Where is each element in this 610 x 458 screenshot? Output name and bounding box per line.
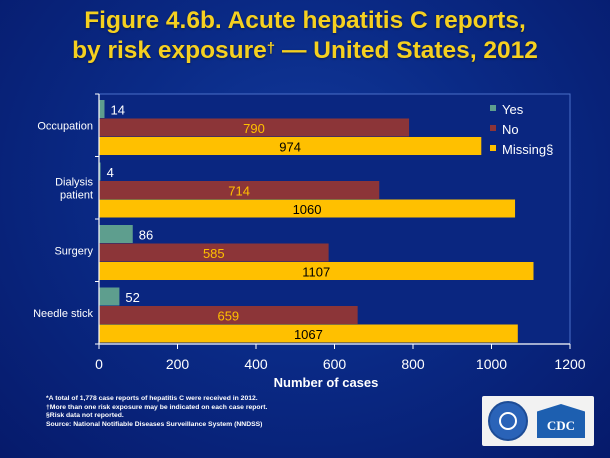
data-label: 52 <box>125 290 139 305</box>
footnote-source: Source: National Notifiable Diseases Sur… <box>46 420 263 428</box>
bar-missing <box>99 137 482 155</box>
bar-no <box>99 181 380 199</box>
y-category-label: Needle stick <box>33 308 93 320</box>
data-label: 585 <box>203 246 225 261</box>
data-label: 714 <box>228 183 250 198</box>
y-category-label: Occupation <box>37 120 93 132</box>
data-label: 659 <box>217 308 239 323</box>
bar-no <box>99 243 329 262</box>
data-label: 86 <box>139 227 153 242</box>
bar-yes <box>99 162 101 181</box>
legend-swatch <box>490 125 496 131</box>
legend-label: No <box>502 122 519 137</box>
x-axis-title: Number of cases <box>274 375 379 390</box>
x-tick-label: 600 <box>323 356 347 372</box>
title-line-1: Figure 4.6b. Acute hepatitis C reports, <box>84 7 526 34</box>
bar-missing <box>99 324 518 343</box>
legend-label: Missing§ <box>502 142 553 157</box>
data-label: 4 <box>107 165 114 180</box>
bar-no <box>99 118 410 137</box>
data-label: 1067 <box>294 327 323 342</box>
x-tick-label: 1200 <box>554 356 585 372</box>
x-tick-label: 1000 <box>476 356 507 372</box>
x-tick-label: 0 <box>95 356 103 372</box>
legend-label: Yes <box>502 102 524 117</box>
data-label: 974 <box>279 139 301 154</box>
footnote-3: §Risk data not reported. <box>46 412 124 420</box>
footnote-1: *A total of 1,778 case reports of hepati… <box>46 395 258 402</box>
legend-swatch <box>490 145 496 151</box>
x-tick-label: 800 <box>401 356 425 372</box>
cdc-logo-text: CDC <box>546 418 576 433</box>
title-line-2-a: by risk exposure <box>72 37 267 64</box>
legend-swatch <box>490 105 496 111</box>
y-category-label: Surgery <box>54 245 93 257</box>
bar-missing <box>99 262 534 280</box>
hhs-seal-logo <box>488 401 528 441</box>
title-line-2-b: — United States, 2012 <box>275 37 538 64</box>
bar-yes <box>99 100 105 118</box>
title-line-2: by risk exposure† — United States, 2012 <box>0 36 610 66</box>
chart-title: Figure 4.6b. Acute hepatitis C reports, … <box>0 6 610 66</box>
bar-missing <box>99 199 516 218</box>
bar-yes <box>99 287 120 306</box>
cdc-logo: CDC <box>537 404 585 438</box>
data-label: 14 <box>110 102 124 117</box>
x-tick-label: 400 <box>244 356 268 372</box>
logo-panel: CDC <box>482 396 594 446</box>
title-dagger: † <box>266 40 276 57</box>
footnotes: *A total of 1,778 case reports of hepati… <box>46 395 406 429</box>
data-label: 1060 <box>293 202 322 217</box>
bar-yes <box>99 225 133 243</box>
y-category-label: Dialysis patient <box>55 176 93 201</box>
bar-no <box>99 306 358 324</box>
x-tick-label: 200 <box>166 356 190 372</box>
data-label: 1107 <box>302 264 330 279</box>
footnote-2: †More than one risk exposure may be indi… <box>46 403 268 411</box>
data-label: 790 <box>243 121 265 136</box>
